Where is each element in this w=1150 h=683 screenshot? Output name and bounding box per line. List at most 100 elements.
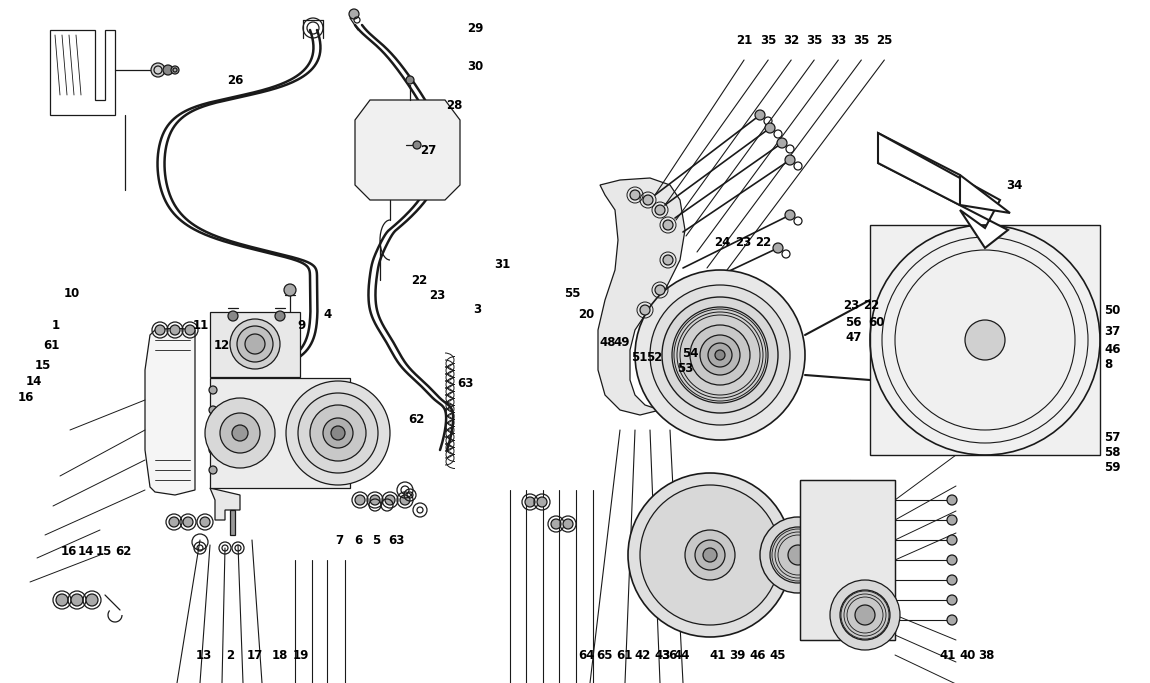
Circle shape: [310, 405, 366, 461]
Circle shape: [765, 123, 775, 133]
Text: 8: 8: [1104, 357, 1112, 371]
Text: 62: 62: [408, 413, 424, 426]
Text: 11: 11: [193, 318, 209, 332]
Polygon shape: [355, 100, 460, 200]
Circle shape: [946, 595, 957, 605]
Circle shape: [348, 9, 359, 19]
Circle shape: [630, 190, 641, 200]
Text: 58: 58: [1104, 445, 1120, 459]
Circle shape: [854, 605, 875, 625]
Circle shape: [205, 398, 275, 468]
Polygon shape: [960, 175, 1010, 213]
Text: 60: 60: [868, 316, 884, 329]
Circle shape: [641, 305, 650, 315]
Text: 46: 46: [1104, 342, 1120, 356]
Text: 49: 49: [614, 336, 630, 350]
Text: 14: 14: [25, 374, 41, 388]
Text: 1: 1: [52, 318, 60, 332]
Text: 6: 6: [354, 534, 363, 548]
Circle shape: [298, 393, 378, 473]
Circle shape: [551, 519, 561, 529]
Text: 38: 38: [979, 649, 995, 663]
Text: 18: 18: [271, 649, 288, 663]
Text: 32: 32: [783, 34, 799, 48]
Text: 2: 2: [225, 649, 235, 663]
Bar: [871, 225, 1101, 455]
Text: 41: 41: [710, 649, 726, 663]
Circle shape: [672, 307, 768, 403]
Text: 12: 12: [214, 339, 230, 352]
Text: 63: 63: [389, 534, 405, 548]
Text: 26: 26: [228, 74, 244, 87]
Circle shape: [690, 325, 750, 385]
Text: 17: 17: [247, 649, 263, 663]
Bar: [800, 480, 895, 640]
Text: 5: 5: [371, 534, 381, 548]
Circle shape: [284, 284, 296, 296]
Circle shape: [228, 311, 238, 321]
Circle shape: [664, 255, 673, 265]
Circle shape: [200, 517, 210, 527]
Text: 35: 35: [760, 34, 776, 48]
Text: 61: 61: [44, 339, 60, 352]
Bar: [230, 510, 235, 535]
Circle shape: [406, 76, 414, 84]
Circle shape: [232, 425, 248, 441]
Circle shape: [151, 63, 164, 77]
Text: 59: 59: [1104, 460, 1120, 474]
Text: 34: 34: [1006, 179, 1022, 193]
Circle shape: [209, 406, 217, 414]
Circle shape: [685, 530, 735, 580]
Text: 22: 22: [756, 236, 772, 249]
Text: 36: 36: [661, 649, 677, 663]
Circle shape: [708, 343, 733, 367]
Text: 23: 23: [735, 236, 751, 249]
Circle shape: [785, 210, 795, 220]
Text: 16: 16: [17, 391, 33, 404]
Circle shape: [703, 548, 716, 562]
Circle shape: [695, 540, 724, 570]
Circle shape: [700, 335, 739, 375]
Circle shape: [71, 594, 83, 606]
Circle shape: [715, 350, 724, 360]
Text: 19: 19: [293, 649, 309, 663]
Text: 55: 55: [565, 287, 581, 301]
Circle shape: [245, 334, 264, 354]
Text: 48: 48: [599, 336, 615, 350]
Circle shape: [220, 413, 260, 453]
Circle shape: [385, 495, 394, 505]
Circle shape: [537, 497, 547, 507]
Polygon shape: [145, 328, 196, 495]
Text: 52: 52: [646, 351, 662, 365]
Text: 28: 28: [446, 99, 462, 113]
Circle shape: [650, 285, 790, 425]
Text: 22: 22: [864, 298, 880, 312]
Circle shape: [840, 590, 890, 640]
Circle shape: [237, 326, 273, 362]
Text: 33: 33: [830, 34, 846, 48]
Circle shape: [664, 220, 673, 230]
Circle shape: [209, 426, 217, 434]
Text: 64: 64: [578, 649, 595, 663]
Text: 25: 25: [876, 34, 892, 48]
Circle shape: [760, 517, 836, 593]
Circle shape: [163, 65, 172, 75]
Text: 61: 61: [616, 649, 633, 663]
Circle shape: [770, 527, 826, 583]
Circle shape: [773, 243, 783, 253]
Circle shape: [209, 386, 217, 394]
Circle shape: [946, 555, 957, 565]
Text: 15: 15: [34, 359, 51, 372]
Text: 45: 45: [769, 649, 785, 663]
Circle shape: [756, 110, 765, 120]
Circle shape: [946, 515, 957, 525]
Circle shape: [286, 381, 390, 485]
Text: 4: 4: [323, 307, 332, 321]
Text: 44: 44: [674, 649, 690, 663]
Bar: [210, 312, 300, 377]
Text: 53: 53: [677, 362, 693, 376]
Circle shape: [965, 320, 1005, 360]
Text: 23: 23: [429, 288, 445, 302]
Circle shape: [641, 485, 780, 625]
Text: 10: 10: [63, 287, 79, 301]
